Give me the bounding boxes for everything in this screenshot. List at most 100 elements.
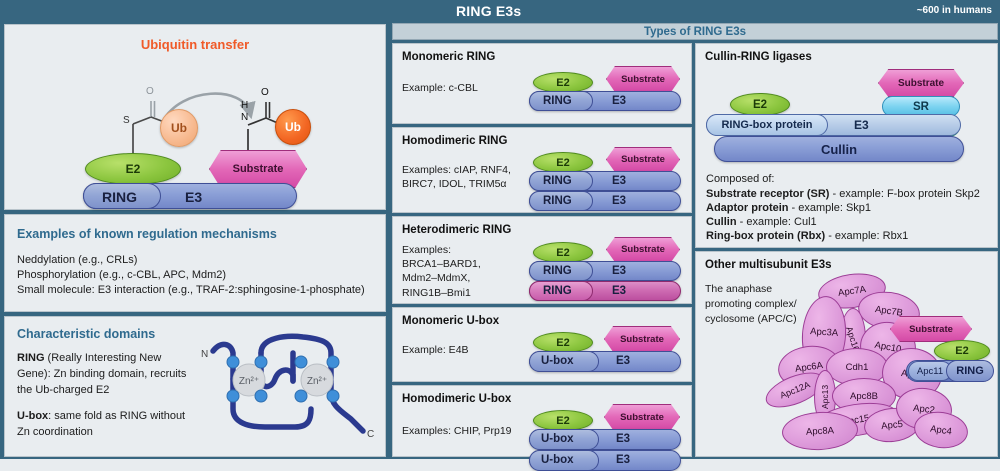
composed-rest-2: - example: Cul1	[736, 216, 817, 228]
block-homodimeric-ring: Homodimeric RING Examples: cIAP, RNF4, B…	[392, 127, 692, 213]
domain-label-bottom: RING	[543, 285, 572, 297]
page-title: RING E3s	[456, 3, 522, 19]
middle-column: Monomeric RING Example: c-CBL E2 Substra…	[392, 43, 692, 471]
e3-label-top: E3	[612, 265, 627, 277]
substrate-label: Substrate	[878, 69, 964, 97]
composed-rest-1: - example: Skp1	[788, 202, 872, 214]
block-other-multisubunit-e3s: Other multisubunit E3s The anaphase prom…	[695, 251, 998, 457]
apc-caption: The anaphase promoting complex/ cyclosom…	[705, 283, 797, 326]
zn-label-1: Zn²⁺	[239, 376, 259, 387]
ring-term: RING	[17, 352, 45, 364]
ring-domain-shape-top	[529, 261, 593, 281]
substrate-label: Substrate	[604, 326, 680, 352]
e2-enzyme-shape: E2	[533, 242, 593, 263]
substrate-shape: Substrate	[604, 326, 680, 352]
block-title: Homodimeric RING	[402, 135, 508, 147]
substrate-shape: Substrate	[890, 316, 972, 342]
types-banner: Types of RING E3s	[392, 23, 998, 40]
ubiquitin-transfer-panel: Ubiquitin transfer S O Ub	[4, 24, 386, 210]
cullin-shape	[714, 136, 964, 162]
block-monomeric-ubox: Monomeric U-box Example: E4B E2 Substrat…	[392, 307, 692, 382]
regulation-item-2: Small molecule: E3 interaction (e.g., TR…	[17, 284, 365, 296]
domain-label-top: U-box	[541, 433, 574, 445]
block-examples: Example: E4B	[402, 344, 469, 356]
block-examples: Examples: CHIP, Prp19	[402, 425, 512, 437]
n-terminus-label: N	[201, 349, 208, 360]
ring-box-protein-shape: RING-box protein	[706, 114, 828, 136]
e3-label: E3	[185, 189, 203, 205]
domain-label: RING	[543, 95, 572, 107]
block-heterodimeric-ring: Heterodimeric RING Examples: BRCA1–BARD1…	[392, 216, 692, 304]
atom-label-o-right: O	[261, 87, 269, 98]
substrate-shape: Substrate	[878, 69, 964, 97]
crl-e3-label: E3	[854, 118, 869, 132]
substrate-shape: Substrate	[606, 147, 680, 172]
substrate-label: Substrate	[890, 316, 972, 342]
substrate-label: Substrate	[606, 237, 680, 262]
substrate-shape: Substrate	[604, 404, 680, 430]
block-title: Monomeric RING	[402, 51, 496, 63]
substrate-label: Substrate	[606, 147, 680, 172]
e2-enzyme-shape: E2	[533, 332, 593, 353]
ubox-definition-text: : same fold as RING without Zn coordinat…	[17, 410, 186, 438]
e3-label-top: E3	[616, 433, 631, 445]
ring-definition: RING (Really Interesting New Gene): Zn b…	[17, 351, 192, 399]
composed-item-1: Adaptor protein - example: Skp1	[706, 201, 871, 217]
composed-item-2: Cullin - example: Cul1	[706, 215, 817, 231]
ring-domain-shape-top	[529, 171, 593, 191]
block-title: Homodimeric U-box	[402, 393, 512, 405]
composed-item-0: Substrate receptor (SR) - example: F-box…	[706, 187, 980, 203]
block-title: Monomeric U-box	[402, 315, 500, 327]
ring-domain-shape	[83, 183, 161, 209]
right-region: Types of RING E3s Monomeric RING Example…	[390, 22, 1000, 471]
composed-term-3: Ring-box protein (Rbx)	[706, 230, 826, 242]
zinc-finger-diagram: Zn²⁺ Zn²⁺ N C	[201, 333, 374, 440]
composed-header: Composed of:	[706, 173, 775, 185]
substrate-label: Substrate	[604, 404, 680, 430]
e2-enzyme-shape: E2	[934, 340, 990, 362]
e2-enzyme-shape: E2	[730, 93, 790, 116]
ring-domain-shape-bottom	[529, 191, 593, 211]
atom-label-s: S	[123, 115, 130, 126]
domain-label-top: RING	[543, 175, 572, 187]
ubox-domain-shape	[529, 351, 599, 372]
regulation-panel: Examples of known regulation mechanisms …	[4, 214, 386, 312]
domain-label-bottom: RING	[543, 195, 572, 207]
ub-transferred-icon: Ub	[275, 109, 311, 145]
atom-label-o-left: O	[146, 86, 154, 97]
ring-domain-shape: RING	[946, 360, 994, 382]
e2-enzyme-shape: E2	[533, 410, 593, 431]
block-examples: Examples: BRCA1–BARD1, Mdm2–MdmX, RING1B…	[402, 244, 481, 299]
block-examples: Example: c-CBL	[402, 82, 478, 94]
e3-label: E3	[616, 355, 631, 367]
ring-domain-shape	[529, 91, 593, 111]
domain-label-top: RING	[543, 265, 572, 277]
atom-label-h: H	[241, 100, 249, 111]
ring-domain-shape-bottom	[529, 281, 593, 301]
ubox-definition: U-box: same fold as RING without Zn coor…	[17, 409, 197, 441]
composed-term-2: Cullin	[706, 216, 737, 228]
composed-term-0: Substrate receptor (SR)	[706, 188, 830, 200]
block-examples: Examples: cIAP, RNF4, BIRC7, IDOL, TRIM5…	[402, 164, 511, 191]
block-title: Heterodimeric RING	[402, 224, 512, 236]
header-count-note: ~600 in humans	[916, 5, 992, 16]
apc-subunit-apc8a: Apc8A	[781, 410, 859, 452]
e2-enzyme-shape: E2	[85, 153, 181, 185]
atom-label-n: N	[241, 112, 249, 123]
regulation-title: Examples of known regulation mechanisms	[17, 227, 277, 241]
substrate-label: Substrate	[606, 66, 680, 92]
ring-definition-text: (Really Interesting New Gene): Zn bindin…	[17, 352, 187, 396]
block-monomeric-ring: Monomeric RING Example: c-CBL E2 Substra…	[392, 43, 692, 124]
ub-charged-icon: Ub	[160, 109, 198, 147]
ubiquitin-transfer-title: Ubiquitin transfer	[140, 37, 250, 52]
right-column: Cullin-RING ligases Substrate SR Adaptor…	[695, 43, 998, 457]
block-homodimeric-ubox: Homodimeric U-box Examples: CHIP, Prp19 …	[392, 385, 692, 471]
cullin-label: Cullin	[820, 141, 858, 157]
characteristic-domains-panel: Characteristic domains RING (Really Inte…	[4, 316, 386, 457]
zn-label-2: Zn²⁺	[307, 376, 327, 387]
apc-title: Other multisubunit E3s	[705, 259, 832, 271]
domains-title: Characteristic domains	[17, 327, 156, 341]
e3-label-bottom: E3	[612, 285, 627, 297]
ring-label: RING	[102, 189, 137, 205]
domain-label-bottom: U-box	[541, 454, 574, 466]
